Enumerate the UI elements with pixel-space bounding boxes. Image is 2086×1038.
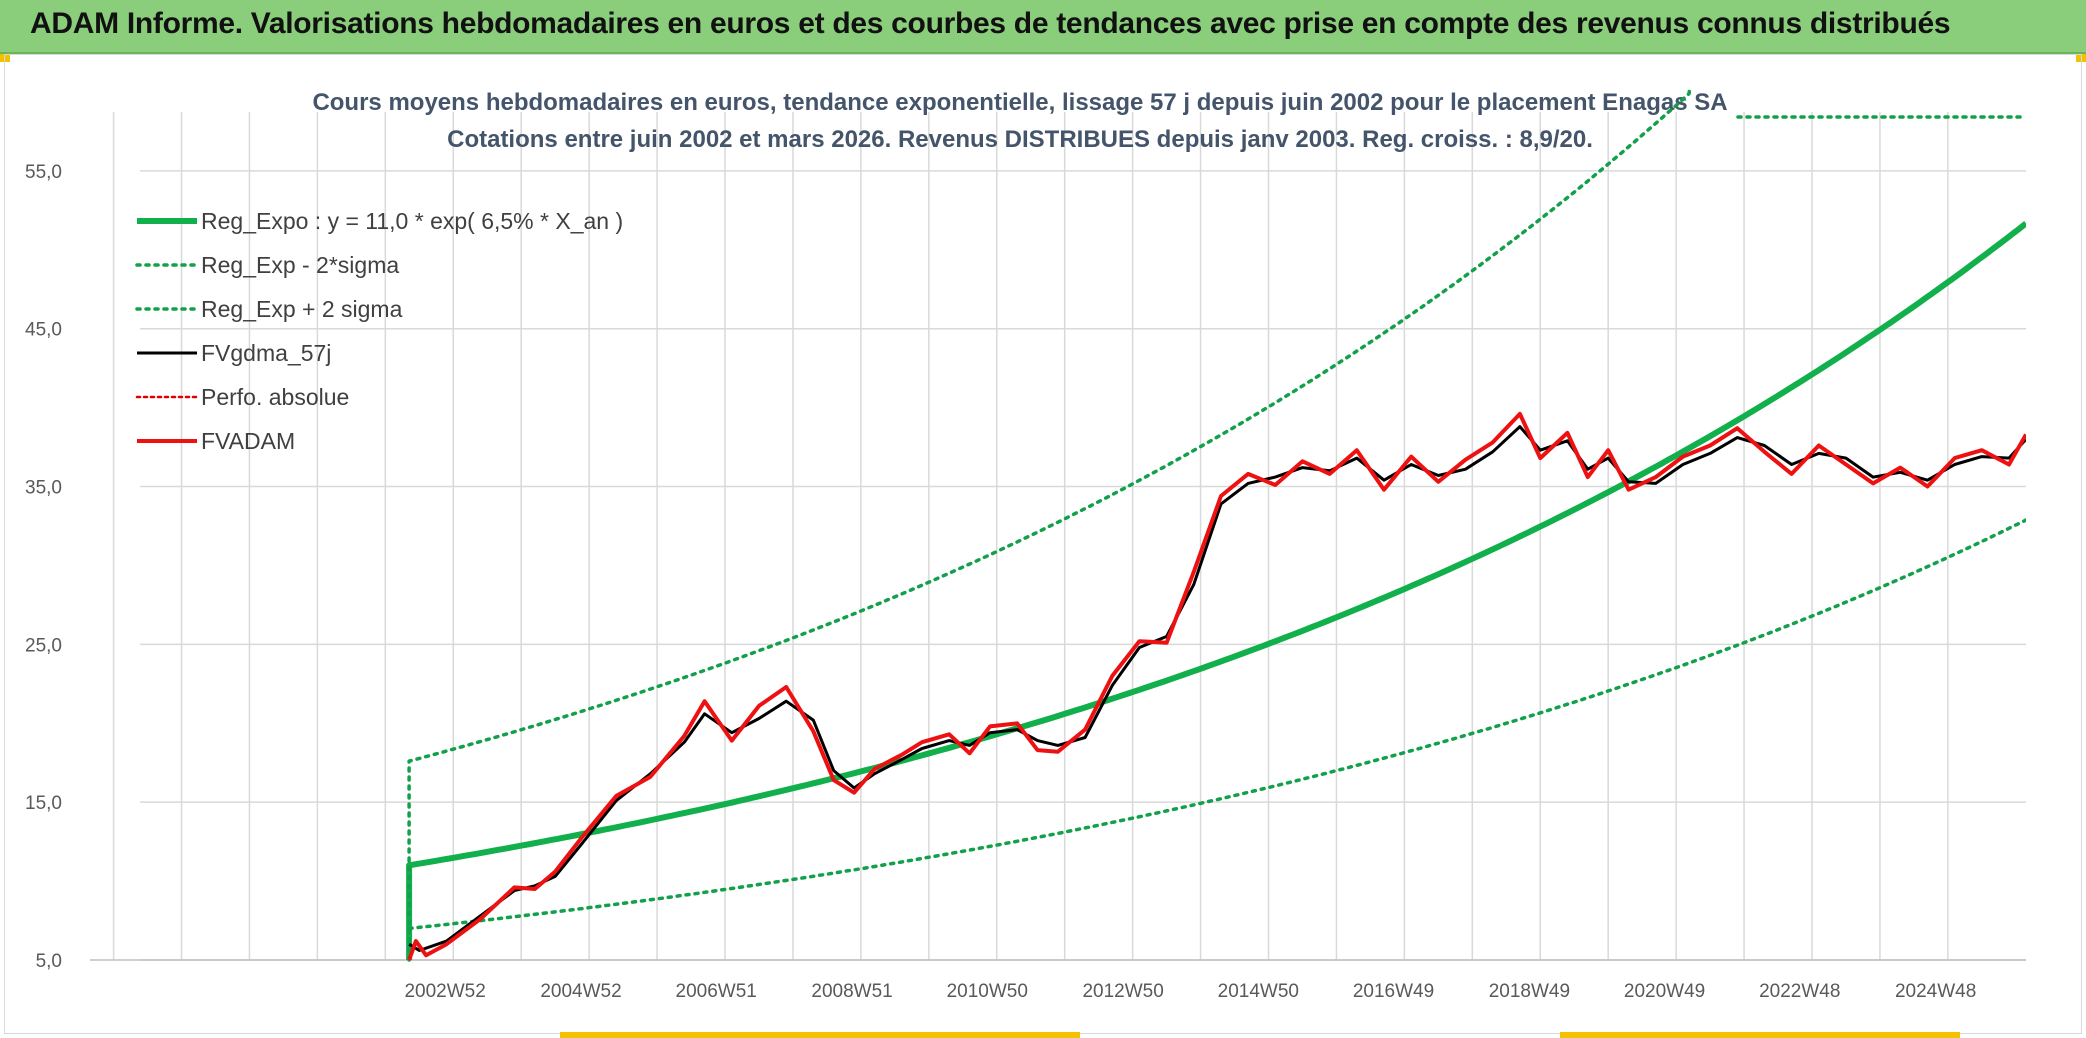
chart-title: Cours moyens hebdomadaires en euros, ten… (312, 89, 1727, 116)
chart-subtitle: Cotations entre juin 2002 et mars 2026. … (447, 126, 1593, 153)
legend: Reg_Expo : y = 11,0 * exp( 6,5% * X_an )… (135, 208, 623, 454)
series-line-0 (406, 221, 2026, 960)
header-banner: ADAM Informe. Valorisations hebdomadaire… (0, 0, 2086, 54)
y-tick-label: 25,0 (25, 635, 62, 656)
y-axis: 5,0 15,0 25,0 35,0 45,0 55,0 (25, 162, 62, 972)
x-tick-label: 2012W50 (1082, 981, 1163, 1002)
legend-label: Perfo. absolue (201, 384, 349, 410)
x-tick-label: 2020W49 (1624, 981, 1705, 1002)
x-tick-label: 2014W50 (1218, 981, 1299, 1002)
y-tick-label: 35,0 (25, 478, 62, 499)
legend-label: Reg_Exp - 2*sigma (201, 252, 399, 278)
series-line-5 (407, 411, 2026, 961)
x-tick-label: 2024W48 (1895, 981, 1976, 1002)
grid (90, 112, 2026, 961)
x-tick-label: 2002W52 (404, 981, 485, 1002)
bottom-strip (1560, 1032, 1960, 1038)
x-tick-label: 2006W51 (676, 981, 757, 1002)
x-tick-label: 2008W51 (811, 981, 892, 1002)
bottom-strip (560, 1032, 1080, 1038)
y-tick-label: 5,0 (36, 951, 62, 972)
series-line-1 (407, 518, 2026, 931)
x-tick-label: 2004W52 (540, 981, 621, 1002)
legend-label: FVADAM (201, 428, 295, 454)
x-tick-label: 2022W48 (1759, 981, 1840, 1002)
x-tick-label: 2018W49 (1489, 981, 1570, 1002)
corner-mark (0, 54, 10, 62)
x-axis: 2002W52 2004W52 2006W51 2008W51 2010W50 2012W… (404, 981, 1976, 1002)
x-tick-label: 2010W50 (947, 981, 1028, 1002)
y-tick-label: 15,0 (25, 793, 62, 814)
x-tick-label: 2016W49 (1353, 981, 1434, 1002)
header-title: ADAM Informe. Valorisations hebdomadaire… (30, 7, 1951, 40)
y-tick-label: 45,0 (25, 320, 62, 341)
y-tick-label: 55,0 (25, 162, 62, 183)
legend-label: FVgdma_57j (201, 340, 331, 366)
legend-label: Reg_Expo : y = 11,0 * exp( 6,5% * X_an ) (201, 208, 623, 234)
plot-area (406, 88, 2026, 962)
legend-label: Reg_Exp + 2 sigma (201, 296, 403, 322)
